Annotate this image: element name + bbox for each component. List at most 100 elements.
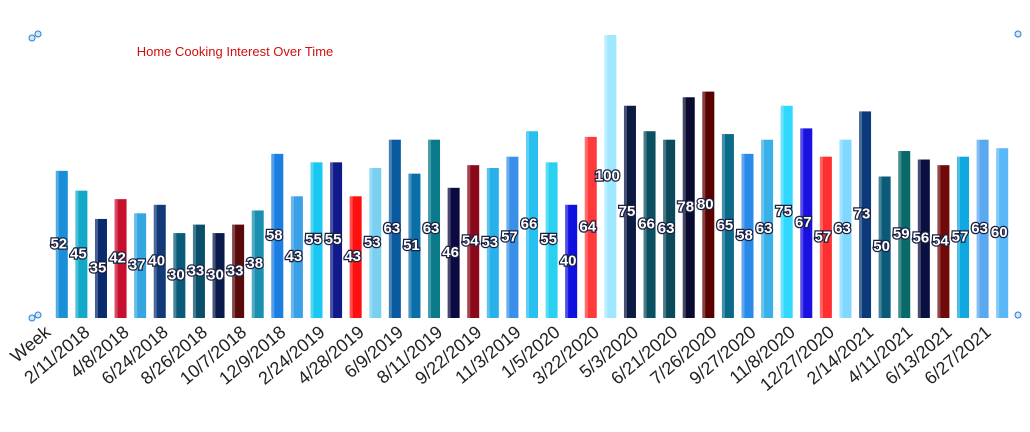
value-label: 55 [540,231,557,248]
bar-highlight [702,91,706,318]
bar-highlight [330,162,334,318]
value-label: 30 [207,267,224,284]
bar-highlight [251,210,255,318]
bar-highlight [996,148,1000,318]
bar [349,196,362,318]
bar-highlight [663,139,667,318]
bar [643,131,656,318]
bar-highlight [565,204,569,318]
bar [623,105,636,318]
value-label: 57 [501,228,518,245]
value-label: 38 [246,255,263,272]
value-label: 64 [579,218,596,235]
bar [486,168,499,318]
bar [565,204,578,318]
value-label: 54 [462,233,479,250]
bar-highlight [506,156,510,318]
bar-highlight [976,139,980,318]
value-label: 33 [188,262,205,279]
value-label: 33 [227,262,244,279]
bar [192,224,205,318]
bar-highlight [878,176,882,318]
bar [55,170,68,318]
selection-handles [28,30,1022,322]
bar-highlight [153,204,157,318]
bar [839,139,852,318]
bar-highlight [408,173,412,318]
bar [310,162,323,318]
value-label: 56 [912,230,929,247]
bar-highlight [55,170,59,318]
value-label: 45 [70,245,87,262]
value-label: 63 [834,220,851,237]
value-label: 42 [109,250,126,267]
value-label: 59 [893,225,910,242]
value-label: 55 [305,231,322,248]
value-label: 43 [344,248,361,265]
bar-highlight [917,159,921,318]
bar-highlight [721,134,725,318]
value-label: 66 [638,216,655,233]
value-label: 53 [481,234,498,251]
bar [800,128,813,318]
bar-highlight [741,153,745,318]
value-label: 75 [619,203,636,220]
value-label: 75 [775,203,792,220]
value-label: 66 [521,216,538,233]
bar [741,153,754,318]
bar [75,190,88,318]
value-label: 78 [677,199,694,216]
bar [428,139,441,318]
bar-highlight [604,35,608,318]
bar [702,91,715,318]
bar [878,176,891,318]
bar-highlight [94,218,98,318]
bar [369,168,382,318]
value-label: 55 [325,231,342,248]
value-label: 73 [854,206,871,223]
value-label: 54 [932,233,949,250]
bar-highlight [192,224,196,318]
bar [388,139,401,318]
value-label: 53 [364,234,381,251]
value-label: 35 [90,259,107,276]
bar [506,156,519,318]
bar [467,165,480,318]
bar-highlight [369,168,373,318]
bar-highlight [388,139,392,318]
value-label: 63 [658,220,675,237]
value-label: 63 [971,220,988,237]
bar-highlight [349,196,353,318]
bar [290,196,303,318]
bar [761,139,774,318]
bar-highlight [447,187,451,318]
value-label: 58 [266,227,283,244]
bar [545,162,558,318]
bar-highlight [839,139,843,318]
bar [898,151,911,318]
value-label: 63 [756,220,773,237]
bar [604,35,617,318]
bar [584,136,597,318]
bar-highlight [800,128,804,318]
bar [251,210,264,318]
bar-highlight [623,105,627,318]
bar [173,233,186,318]
value-label: 65 [717,217,734,234]
bar-highlight [545,162,549,318]
bar [957,156,970,318]
bar-highlight [859,111,863,318]
bar-highlight [643,131,647,318]
value-label: 63 [384,220,401,237]
value-label: 57 [815,228,832,245]
bar [976,139,989,318]
bar [114,199,127,318]
bar-highlight [271,153,275,318]
bar-highlight [290,196,294,318]
value-label: 40 [148,252,165,269]
bar-highlight [310,162,314,318]
value-label: 60 [991,224,1008,241]
value-label: 37 [129,257,146,274]
value-label: 46 [442,244,459,261]
